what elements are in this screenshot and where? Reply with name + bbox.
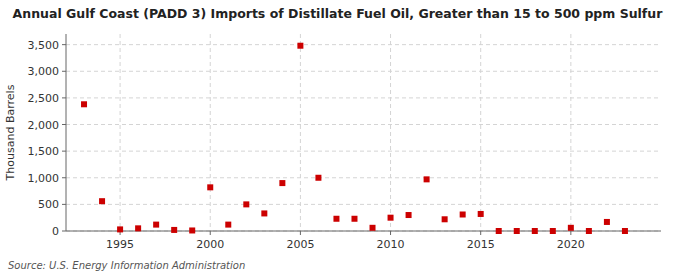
x-tick-label: 2010 bbox=[377, 238, 405, 251]
grid-line-y bbox=[66, 151, 661, 152]
y-tick bbox=[62, 177, 66, 178]
grid-line-x bbox=[210, 34, 211, 231]
y-tick-label: 3,000 bbox=[28, 65, 60, 78]
grid-line-x bbox=[480, 34, 481, 231]
point bbox=[622, 228, 628, 234]
x-axis: 1995 2000 2005 2010 2015 2020 bbox=[106, 231, 585, 251]
point bbox=[189, 227, 195, 233]
point bbox=[315, 175, 321, 181]
y-tick bbox=[62, 151, 66, 152]
point bbox=[370, 225, 376, 231]
point bbox=[135, 225, 141, 231]
x-tick-label: 1995 bbox=[106, 238, 134, 251]
point bbox=[153, 222, 159, 228]
y-tick-label: 3,500 bbox=[28, 39, 60, 52]
point bbox=[514, 228, 520, 234]
point bbox=[460, 211, 466, 217]
y-tick bbox=[62, 97, 66, 98]
point bbox=[406, 212, 412, 218]
point bbox=[297, 43, 303, 49]
y-axis: 0 500 1,000 1,500 2,000 2,500 3,000 3,500 bbox=[28, 39, 67, 238]
point bbox=[207, 184, 213, 190]
y-axis-label: Thousand Barrels bbox=[4, 84, 17, 181]
y-tick-label: 2,000 bbox=[28, 119, 60, 132]
grid-line-y bbox=[66, 177, 661, 178]
x-tick bbox=[570, 231, 571, 235]
point bbox=[442, 216, 448, 222]
source-note: Source: U.S. Energy Information Administ… bbox=[8, 260, 245, 271]
point bbox=[351, 216, 357, 222]
y-tick-label: 2,500 bbox=[28, 92, 60, 105]
point bbox=[532, 228, 538, 234]
x-tick-label: 2000 bbox=[196, 238, 224, 251]
x-tick bbox=[300, 231, 301, 235]
y-axis-line bbox=[66, 34, 67, 231]
grid-line-x bbox=[300, 34, 301, 231]
point bbox=[496, 228, 502, 234]
point bbox=[99, 198, 105, 204]
y-tick-label: 1,000 bbox=[28, 172, 60, 185]
grid-line-x bbox=[390, 34, 391, 231]
point bbox=[550, 228, 556, 234]
chart-svg: Annual Gulf Coast (PADD 3) Imports of Di… bbox=[0, 0, 675, 275]
y-tick bbox=[62, 124, 66, 125]
point bbox=[568, 225, 574, 231]
x-tick bbox=[210, 231, 211, 235]
y-tick-label: 1,500 bbox=[28, 145, 60, 158]
point bbox=[586, 228, 592, 234]
grid-line-y bbox=[66, 44, 661, 45]
y-tick bbox=[62, 231, 66, 232]
grid-line-y bbox=[66, 204, 661, 205]
point bbox=[388, 215, 394, 221]
x-tick-label: 2015 bbox=[467, 238, 495, 251]
point bbox=[81, 101, 87, 107]
y-tick-label: 500 bbox=[38, 198, 59, 211]
y-tick bbox=[62, 71, 66, 72]
x-tick bbox=[480, 231, 481, 235]
point bbox=[333, 216, 339, 222]
grid bbox=[66, 34, 661, 231]
point bbox=[171, 227, 177, 233]
grid-line-x bbox=[570, 34, 571, 231]
x-tick bbox=[390, 231, 391, 235]
grid-line-y bbox=[66, 124, 661, 125]
title: Annual Gulf Coast (PADD 3) Imports of Di… bbox=[13, 6, 664, 21]
point bbox=[225, 222, 231, 228]
grid-line-y bbox=[66, 97, 661, 98]
y-tick bbox=[62, 204, 66, 205]
point bbox=[279, 180, 285, 186]
x-tick-label: 2005 bbox=[286, 238, 314, 251]
grid-line-x bbox=[120, 34, 121, 231]
point bbox=[478, 211, 484, 217]
point bbox=[261, 210, 267, 216]
point bbox=[604, 219, 610, 225]
point bbox=[424, 176, 430, 182]
y-tick-label: 0 bbox=[52, 225, 59, 238]
chart-container: Annual Gulf Coast (PADD 3) Imports of Di… bbox=[0, 0, 675, 275]
y-tick bbox=[62, 44, 66, 45]
points bbox=[81, 43, 628, 234]
point bbox=[243, 201, 249, 207]
point bbox=[117, 226, 123, 232]
grid-line-y bbox=[66, 71, 661, 72]
x-tick-label: 2020 bbox=[557, 238, 585, 251]
